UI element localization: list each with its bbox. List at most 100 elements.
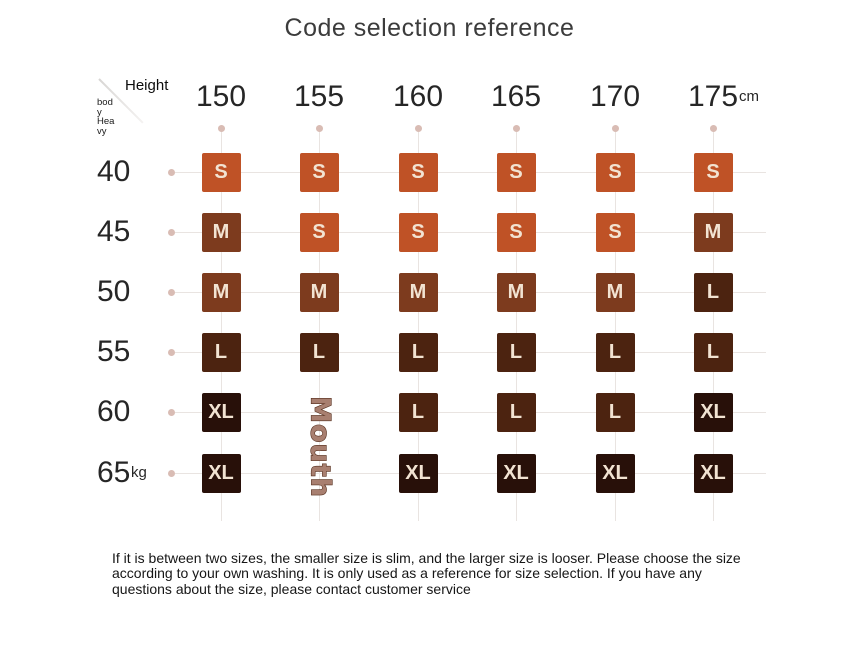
size-cell-label: S	[608, 220, 622, 243]
footer-disclaimer: If it is between two sizes, the smaller …	[112, 550, 741, 597]
size-cell-label: L	[509, 400, 523, 423]
size-cell-label: XL	[602, 461, 628, 484]
grid-vline	[221, 132, 222, 521]
size-cell: S	[693, 152, 733, 192]
grid-hline	[175, 473, 766, 474]
size-cell-label: L	[608, 340, 622, 363]
size-cell: M	[299, 272, 339, 312]
size-cell-label: S	[608, 160, 622, 183]
weight-tick-label: 45	[97, 215, 131, 248]
size-cell-label: M	[409, 280, 427, 303]
grid-vline	[418, 132, 419, 521]
height-tick-label: 170	[589, 80, 641, 113]
size-cell: XL	[201, 392, 241, 432]
size-cell-label: M	[507, 280, 525, 303]
size-cell-label: M	[606, 280, 624, 303]
size-cell: L	[496, 332, 536, 372]
size-cell-label: S	[411, 220, 425, 243]
watermark-text: Mouth	[304, 396, 336, 499]
size-cell: L	[299, 332, 339, 372]
size-cell: M	[693, 212, 733, 252]
size-cell: M	[595, 272, 635, 312]
size-cell-label: M	[704, 220, 722, 243]
size-cell: S	[496, 152, 536, 192]
height-axis-label: Height	[125, 77, 169, 94]
size-cell-label: M	[212, 220, 230, 243]
size-cell-label: L	[706, 340, 720, 363]
height-dot	[710, 125, 717, 132]
size-cell-label: L	[706, 280, 720, 303]
size-cell-label: S	[411, 160, 425, 183]
size-cell: S	[595, 152, 635, 192]
size-cell: S	[398, 212, 438, 252]
size-cell-label: S	[509, 160, 523, 183]
size-cell-label: XL	[700, 400, 726, 423]
size-cell: L	[595, 392, 635, 432]
grid-vline	[319, 132, 320, 521]
weight-tick-label: 65	[97, 456, 131, 489]
size-cell: S	[299, 212, 339, 252]
height-dot	[612, 125, 619, 132]
weight-unit-label: kg	[131, 464, 147, 481]
height-tick-label: 155	[293, 80, 345, 113]
size-cell-label: L	[411, 400, 425, 423]
size-cell: L	[693, 332, 733, 372]
height-dot	[415, 125, 422, 132]
height-tick-label: 150	[195, 80, 247, 113]
size-cell: L	[693, 272, 733, 312]
weight-axis-label: bod y Hea vy	[97, 97, 115, 137]
size-cell-label: L	[509, 340, 523, 363]
size-cell-label: M	[212, 280, 230, 303]
size-cell-label: XL	[503, 461, 529, 484]
size-cell: XL	[398, 453, 438, 493]
grid-hline	[175, 352, 766, 353]
weight-tick-label: 50	[97, 275, 131, 308]
weight-tick-label: 40	[97, 155, 131, 188]
size-cell: L	[595, 332, 635, 372]
weight-dot	[168, 229, 175, 236]
size-cell: XL	[496, 453, 536, 493]
size-cell: M	[201, 212, 241, 252]
height-dot	[218, 125, 225, 132]
height-dot	[316, 125, 323, 132]
weight-dot	[168, 289, 175, 296]
size-cell-label: XL	[208, 461, 234, 484]
height-tick-label: 175	[687, 80, 739, 113]
size-cell: XL	[693, 392, 733, 432]
grid-vline	[516, 132, 517, 521]
size-cell-label: XL	[405, 461, 431, 484]
size-cell-label: L	[312, 340, 326, 363]
height-tick-label: 165	[490, 80, 542, 113]
grid-hline	[175, 412, 766, 413]
size-cell: S	[201, 152, 241, 192]
size-cell-label: L	[608, 400, 622, 423]
grid-hline	[175, 172, 766, 173]
size-cell: S	[398, 152, 438, 192]
size-cell: L	[398, 332, 438, 372]
size-cell: XL	[201, 453, 241, 493]
height-tick-label: 160	[392, 80, 444, 113]
height-dot	[513, 125, 520, 132]
size-cell: M	[398, 272, 438, 312]
weight-dot	[168, 409, 175, 416]
size-cell: S	[595, 212, 635, 252]
size-cell: XL	[595, 453, 635, 493]
grid-vline	[713, 132, 714, 521]
grid-hline	[175, 232, 766, 233]
weight-tick-label: 55	[97, 335, 131, 368]
size-cell: M	[496, 272, 536, 312]
size-cell-label: S	[214, 160, 228, 183]
size-cell: M	[201, 272, 241, 312]
size-cell: XL	[693, 453, 733, 493]
size-cell-label: XL	[700, 461, 726, 484]
size-cell-label: XL	[208, 400, 234, 423]
size-cell: L	[398, 392, 438, 432]
weight-dot	[168, 349, 175, 356]
grid-hline	[175, 292, 766, 293]
size-cell-label: S	[706, 160, 720, 183]
size-cell: L	[201, 332, 241, 372]
weight-dot	[168, 470, 175, 477]
size-cell: S	[299, 152, 339, 192]
size-cell-label: S	[509, 220, 523, 243]
